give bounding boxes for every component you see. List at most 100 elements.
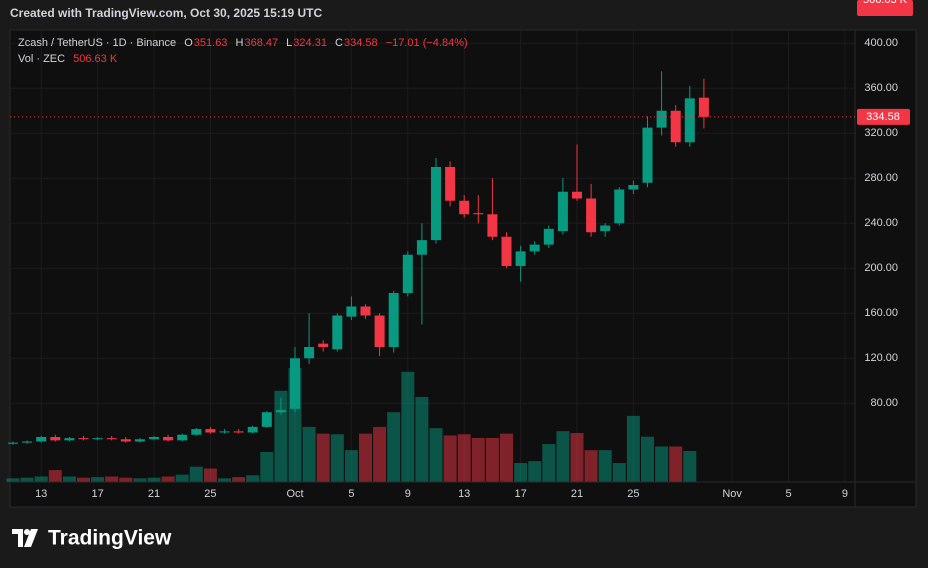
candle-body	[219, 431, 230, 433]
candle-body	[318, 343, 329, 347]
y-tick-label: 200.00	[864, 262, 898, 274]
x-tick-label: 5	[785, 488, 791, 500]
open-label: O	[184, 37, 193, 49]
legend-row: Vol · ZEC 506.63 K	[18, 51, 469, 67]
volume-bar	[330, 434, 344, 482]
candle-body	[360, 306, 371, 316]
high-label: H	[235, 37, 244, 49]
axes: 80.00 120.00 160.00 200.00 240.00 280.00 320.0…	[10, 0, 913, 500]
candle-body	[332, 315, 343, 350]
x-tick-label: 13	[35, 488, 47, 500]
volume-bar	[344, 450, 358, 482]
volume-bar	[500, 433, 513, 482]
volume-bar	[246, 475, 260, 482]
high-value: 368.47	[244, 37, 279, 49]
candle-body	[656, 110, 667, 128]
candle-body	[515, 251, 526, 266]
candle-body	[149, 437, 159, 440]
candle-body	[501, 236, 512, 266]
y-tick-label: 240.00	[864, 217, 898, 229]
candle-body	[275, 410, 286, 413]
volume-bar	[570, 433, 584, 482]
volume-bar	[612, 463, 626, 482]
last-price-tag	[857, 108, 910, 125]
candle-body	[191, 429, 202, 435]
volume-bar	[626, 415, 640, 482]
volume-bar	[641, 436, 654, 482]
logo	[12, 529, 38, 547]
x-tick-label: Nov	[722, 488, 742, 500]
low-value: 324.31	[293, 37, 327, 49]
candle-body	[304, 347, 315, 359]
volume-bar	[189, 466, 203, 482]
x-tick-label: 5	[348, 488, 354, 500]
volume-bar	[147, 477, 161, 482]
volume-bar	[514, 463, 528, 482]
volume-bar	[133, 478, 147, 482]
candle-body	[134, 439, 145, 442]
candle-body	[529, 244, 540, 252]
low-label: L	[286, 37, 293, 49]
candle-body	[572, 191, 582, 199]
candle-body	[459, 200, 470, 215]
candle-body	[346, 306, 357, 317]
candle-body	[487, 214, 498, 237]
candle-body	[247, 426, 258, 433]
last-price-label: 334.58	[866, 111, 900, 123]
x-tick-label: 9	[405, 488, 411, 500]
candle-body	[557, 191, 568, 232]
candle-body	[163, 437, 174, 441]
volume-bar	[48, 470, 62, 482]
candle-body	[233, 431, 244, 433]
volume-bar	[175, 474, 189, 482]
x-tick-label: 17	[514, 488, 526, 500]
volume-bar	[415, 396, 429, 482]
close-value: 334.58	[343, 37, 378, 49]
candle-body	[416, 240, 427, 255]
candle-body	[290, 358, 300, 409]
volume-bar	[457, 434, 471, 482]
volume-bar	[542, 444, 556, 482]
volume-bar	[683, 450, 697, 482]
volume-bar	[471, 437, 485, 482]
candle-body	[431, 167, 441, 241]
volume-bar	[20, 477, 34, 482]
y-tick-label: 280.00	[864, 172, 898, 184]
candle-body	[684, 98, 695, 143]
candle-body	[261, 412, 272, 427]
volume-bar	[373, 426, 387, 482]
candle-body	[64, 438, 75, 441]
volume-bars	[6, 368, 697, 482]
volume-bar	[598, 450, 612, 482]
x-tick-label: 25	[627, 488, 639, 500]
candle-body	[642, 127, 653, 183]
volume-bar	[669, 446, 683, 482]
close-label: C	[335, 37, 343, 49]
x-tick-label: 21	[571, 488, 583, 500]
x-tick-label: 25	[204, 488, 216, 500]
candle-body	[698, 97, 709, 117]
brand: TradingView	[48, 527, 172, 550]
volume-bar	[105, 476, 119, 482]
volume-bar	[443, 435, 457, 482]
legend: Zcash / TetherUS · 1D · Binance O351.63 …	[18, 35, 469, 67]
x-tick-label: 13	[458, 488, 470, 500]
volume-tag-label: 506.63 K	[863, 0, 908, 6]
volume-bar	[260, 452, 274, 482]
header: Created with TradingView.com, Oct 30, 20…	[10, 6, 322, 20]
volume-bar	[584, 450, 598, 482]
candle-body	[374, 315, 385, 347]
volume-value: 506.63 K	[73, 53, 118, 65]
candle-body	[106, 438, 117, 440]
candle-body	[36, 437, 47, 442]
candle-body	[78, 438, 89, 440]
volume-bar	[62, 476, 76, 482]
candle-body	[50, 437, 61, 441]
volume-bar	[232, 477, 246, 482]
logo-icon	[12, 529, 23, 547]
volume-bar	[485, 437, 499, 482]
volume-bar	[359, 433, 372, 482]
volume-bar	[34, 476, 48, 482]
logo-icon	[24, 529, 38, 547]
